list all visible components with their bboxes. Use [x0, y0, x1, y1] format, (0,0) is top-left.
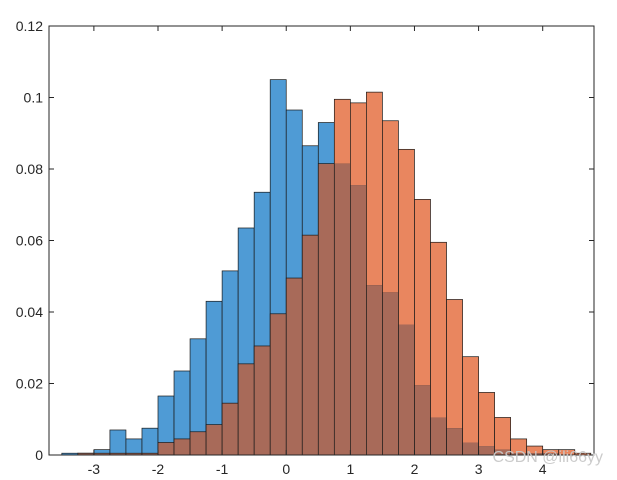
x-axis-tick-labels: -3 -2 -1 0 1 2 3 4 [88, 461, 547, 477]
overlap-bar-segment [382, 292, 399, 455]
series-2-bar-segment [398, 149, 415, 325]
overlap-bar-segment [254, 345, 271, 455]
series-2-bar-segment [494, 417, 511, 450]
watermark: CSDN @ili66yy [492, 449, 603, 466]
y-tick-label: 0.04 [16, 304, 43, 320]
y-tick-label: 0.08 [16, 161, 43, 177]
series-2-bar-segment [446, 299, 463, 429]
series-2-bar-segment [462, 356, 479, 443]
x-tick-label: 4 [539, 461, 547, 477]
overlap-bar-segment [286, 278, 303, 455]
overlap-bar-segment [398, 324, 415, 455]
x-tick-label: 2 [411, 461, 419, 477]
y-tick-label: 0.1 [24, 90, 44, 106]
overlap-bar-segment [77, 453, 94, 455]
y-tick-label: 0.12 [16, 18, 43, 34]
overlap-bar-segment [174, 438, 191, 455]
series-2-bar-segment [382, 120, 399, 293]
x-tick-label: 0 [282, 461, 290, 477]
series-1-bar [109, 429, 127, 456]
series-2-bar-segment [430, 242, 447, 418]
y-axis-tick-labels: 0 0.02 0.04 0.06 0.08 0.1 0.12 [16, 18, 43, 463]
overlap-bar-segment [302, 235, 319, 455]
overlap-bar-segment [366, 285, 383, 455]
overlap-bar-segment [526, 453, 543, 455]
overlap-bar-segment [158, 442, 175, 455]
overlap-bar-segment [93, 453, 110, 455]
overlap-bar-segment [109, 453, 126, 455]
series-2-bar-segment [542, 449, 559, 454]
x-tick-label: 1 [346, 461, 354, 477]
x-tick-label: -3 [88, 461, 101, 477]
series-1-bar [141, 427, 159, 456]
overlap-bar-segment [462, 442, 479, 455]
y-tick-label: 0.06 [16, 233, 43, 249]
overlap-bar-segment [494, 449, 511, 455]
series-2-bar-segment [510, 438, 527, 454]
overlap-bar-segment [430, 417, 447, 455]
x-tick-label: 3 [475, 461, 483, 477]
axis-ticks [49, 25, 594, 456]
y-tick-label: 0 [35, 447, 43, 463]
overlap-bar-segment [206, 424, 223, 455]
series-2-bar-segment [366, 92, 383, 286]
overlap-bar-segment [238, 363, 255, 455]
overlap-bar-segment [318, 163, 335, 455]
overlap-bar-segment [190, 431, 207, 455]
series-2-bar-segment [478, 392, 495, 447]
overlap-bar-segment [350, 185, 367, 455]
series-2-bar-segment [350, 102, 367, 186]
overlap-bar-segment [510, 453, 527, 455]
series-2-bar-segment [558, 449, 575, 455]
series-2-bar-segment [574, 453, 591, 455]
x-tick-label: -1 [216, 461, 229, 477]
overlap-bar-segment [414, 385, 431, 455]
series-2-bar-segment [334, 99, 351, 164]
overlap-bar-segment [334, 163, 351, 455]
overlap-bar-segment [222, 403, 239, 455]
y-tick-label: 0.02 [16, 376, 43, 392]
overlap-bar-segment [141, 453, 158, 455]
overlap-bar-segment [446, 428, 463, 455]
overlap-bar-segment [270, 313, 287, 455]
x-tick-label: -2 [152, 461, 165, 477]
overlap-bar-segment [125, 453, 142, 455]
overlap-bar-segment [542, 453, 559, 455]
series-2-bar-segment [414, 199, 431, 386]
overlap-bar-segment [478, 446, 495, 455]
series-1-bar [125, 438, 143, 456]
series-2-bars [77, 91, 592, 456]
series-2-bar-segment [526, 446, 543, 454]
